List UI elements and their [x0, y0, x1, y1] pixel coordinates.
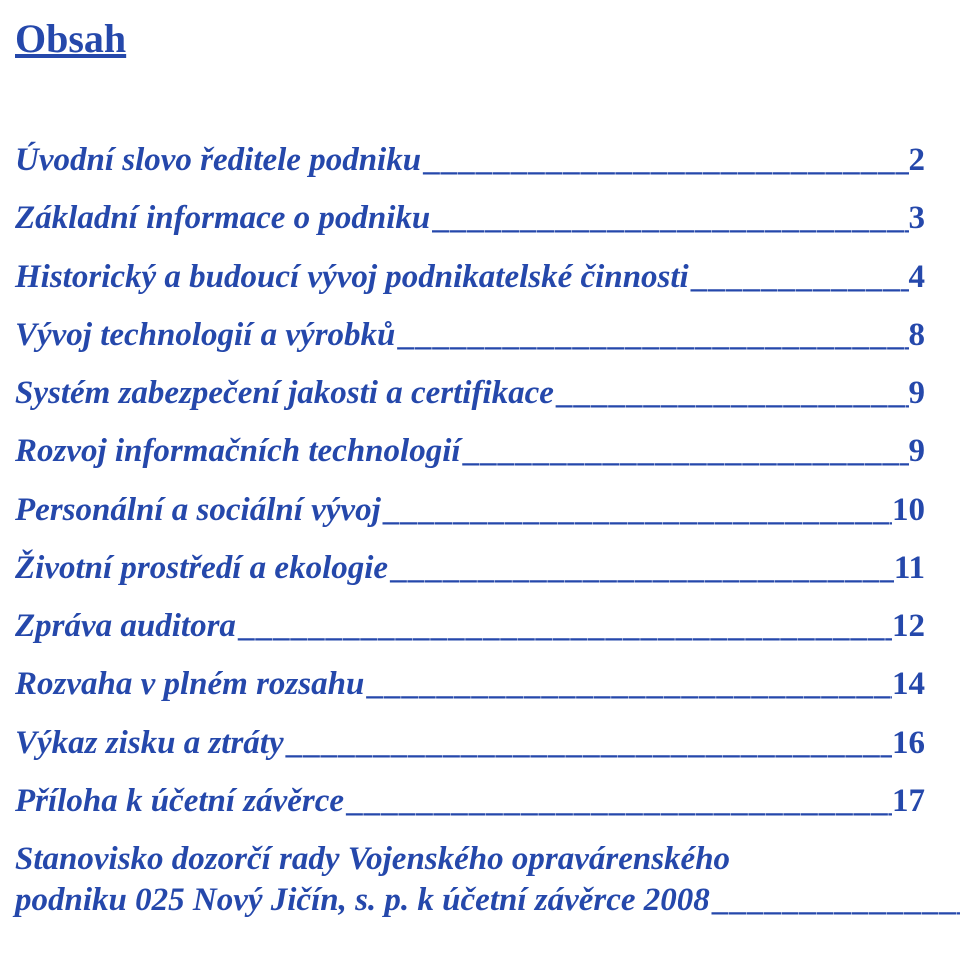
toc-entry-page: 10: [892, 490, 925, 531]
toc-entry-page: 14: [892, 664, 925, 705]
toc-entry: Příloha k účetní závěrce _______________…: [15, 781, 925, 822]
toc-entry: Životní prostředí a ekologie ___________…: [15, 548, 925, 589]
toc-entry: Výkaz zisku a ztráty ___________________…: [15, 723, 925, 764]
toc-entry: Úvodní slovo ředitele podniku __________…: [15, 140, 925, 181]
toc-entry: Historický a budoucí vývoj podnikatelské…: [15, 257, 925, 298]
toc-entry-label: Úvodní slovo ředitele podniku: [15, 140, 421, 181]
toc-entry-page: 9: [909, 431, 926, 472]
toc-entry-label: Historický a budoucí vývoj podnikatelské…: [15, 257, 689, 298]
toc-entry: Rozvaha v plném rozsahu ________________…: [15, 664, 925, 705]
toc-entry-page: 17: [892, 781, 925, 822]
toc-entry-label: Systém zabezpečení jakosti a certifikace: [15, 373, 554, 414]
toc-entry: Systém zabezpečení jakosti a certifikace…: [15, 373, 925, 414]
toc-entry-page: 9: [909, 373, 926, 414]
toc-leader: ________________________________________…: [461, 431, 909, 472]
toc-entry-label: Rozvaha v plném rozsahu: [15, 664, 364, 705]
toc-title: Obsah: [15, 15, 925, 62]
toc-entry-label: Rozvoj informačních technologií: [15, 431, 461, 472]
toc-entry: Vývoj technologií a výrobků ____________…: [15, 315, 925, 356]
toc-entry: Rozvoj informačních technologií ________…: [15, 431, 925, 472]
toc-leader: ________________________________________…: [364, 664, 892, 705]
toc-entry-page: 8: [909, 315, 926, 356]
toc-leader: ________________________________________…: [381, 490, 892, 531]
toc-leader: ________________________________________…: [388, 548, 894, 589]
toc-leader: ________________________________________…: [689, 257, 909, 298]
toc-entry-page: 4: [909, 257, 926, 298]
toc-leader: ________________________________________…: [554, 373, 909, 414]
toc-entry-page: 2: [909, 140, 926, 181]
toc-list: Úvodní slovo ředitele podniku __________…: [15, 140, 925, 922]
toc-entry: Stanovisko dozorčí rady Vojenského oprav…: [15, 839, 925, 922]
toc-leader: ________________________________________…: [344, 781, 892, 822]
toc-entry-label: Životní prostředí a ekologie: [15, 548, 388, 589]
toc-leader: ________________________________________…: [395, 315, 908, 356]
toc-entry-label: Výkaz zisku a ztráty: [15, 723, 284, 764]
toc-entry-label: Vývoj technologií a výrobků: [15, 315, 395, 356]
toc-entry-label: Stanovisko dozorčí rady Vojenského oprav…: [15, 839, 730, 880]
toc-entry-label: podniku 025 Nový Jičín, s. p. k účetní z…: [15, 880, 710, 921]
toc-leader: ________________________________________…: [421, 140, 908, 181]
toc-entry-line2: podniku 025 Nový Jičín, s. p. k účetní z…: [15, 880, 960, 921]
toc-entry-page: 12: [892, 606, 925, 647]
toc-entry-page: 11: [894, 548, 925, 589]
toc-leader: ________________________________________…: [236, 606, 892, 647]
toc-entry: Základní informace o podniku____________…: [15, 198, 925, 239]
toc-entry: Personální a sociální vývoj ____________…: [15, 490, 925, 531]
toc-leader: ________________________________________…: [710, 880, 960, 921]
toc-entry-label: Zpráva auditora: [15, 606, 236, 647]
toc-entry-label: Personální a sociální vývoj: [15, 490, 381, 531]
toc-leader: ________________________________________…: [284, 723, 892, 764]
toc-leader: ________________________________________…: [430, 198, 908, 239]
toc-entry: Zpráva auditora ________________________…: [15, 606, 925, 647]
toc-entry-label: Příloha k účetní závěrce: [15, 781, 344, 822]
toc-entry-page: 16: [892, 723, 925, 764]
toc-entry-page: 3: [909, 198, 926, 239]
toc-entry-label: Základní informace o podniku: [15, 198, 430, 239]
